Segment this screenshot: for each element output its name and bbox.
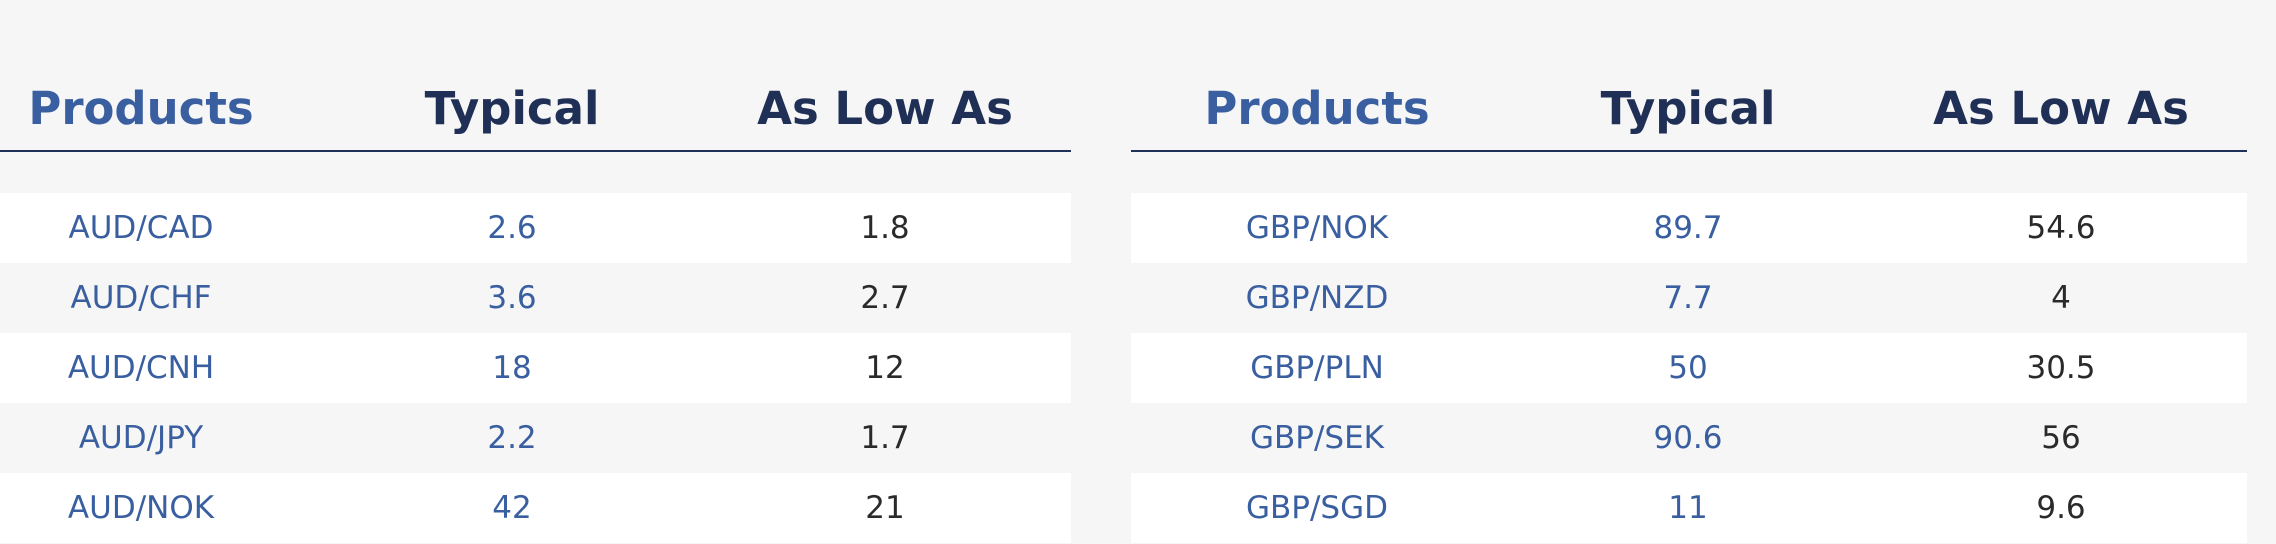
spread-value: 12 [865,350,905,386]
table-row: AUD/CHF 3.6 2.7 [0,263,1071,333]
spread-value: 2.6 [487,210,537,246]
column-header: Products [1204,82,1430,135]
product-name: AUD/CAD [68,210,214,246]
product-name: AUD/CHF [70,280,212,316]
product-name: AUD/CNH [67,350,215,386]
spread-value: 89.7 [1653,210,1723,246]
product-name: GBP/SEK [1249,420,1385,456]
price-table: Products Typical As Low As AUD/CAD 2.6 1.8 AUD… [0,0,1071,544]
product-name: AUD/JPY [78,420,204,456]
spread-value: 30.5 [2026,350,2096,386]
spread-value: 54.6 [2026,210,2096,246]
spread-value: 2.7 [860,280,910,316]
spread-value: 1.8 [860,210,910,246]
table-row: GBP/PLN 50 30.5 [1131,333,2247,403]
product-name: GBP/NZD [1245,280,1389,316]
column-header: Typical [1600,82,1776,135]
product-name: GBP/NOK [1245,210,1389,246]
spread-value: 21 [865,490,905,526]
spread-value: 42 [492,490,532,526]
table-row: GBP/SGD 11 9.6 [1131,473,2247,543]
spread-value: 9.6 [2036,490,2086,526]
table-row: AUD/CNH 18 12 [0,333,1071,403]
table-row: GBP/SEK 90.6 56 [1131,403,2247,473]
table-header: Products Typical As Low As [1131,76,2247,152]
spread-value: 11 [1668,490,1708,526]
column-header: As Low As [1933,82,2189,135]
spread-value: 1.7 [860,420,910,456]
spread-value: 4 [2051,280,2071,316]
spread-value: 3.6 [487,280,537,316]
product-name: GBP/SGD [1246,490,1388,526]
table-row: GBP/NZD 7.7 4 [1131,263,2247,333]
table-header: Products Typical As Low As [0,76,1071,152]
table-row: AUD/NOK 42 21 [0,473,1071,543]
spread-value: 90.6 [1653,420,1723,456]
column-header: Typical [424,82,600,135]
table-row: GBP/NOK 89.7 54.6 [1131,193,2247,263]
table-row: AUD/CAD 2.6 1.8 [0,193,1071,263]
price-table: Products Typical As Low As GBP/NOK 89.7 54.6 G… [1131,0,2247,544]
spread-value: 2.2 [487,420,537,456]
spread-value: 7.7 [1663,280,1713,316]
product-name: AUD/NOK [67,490,215,526]
spread-value: 56 [2041,420,2081,456]
spread-value: 50 [1668,350,1708,386]
spread-value: 18 [492,350,532,386]
table-row: AUD/JPY 2.2 1.7 [0,403,1071,473]
column-header: As Low As [757,82,1013,135]
product-name: GBP/PLN [1250,350,1384,386]
column-header: Products [28,82,254,135]
